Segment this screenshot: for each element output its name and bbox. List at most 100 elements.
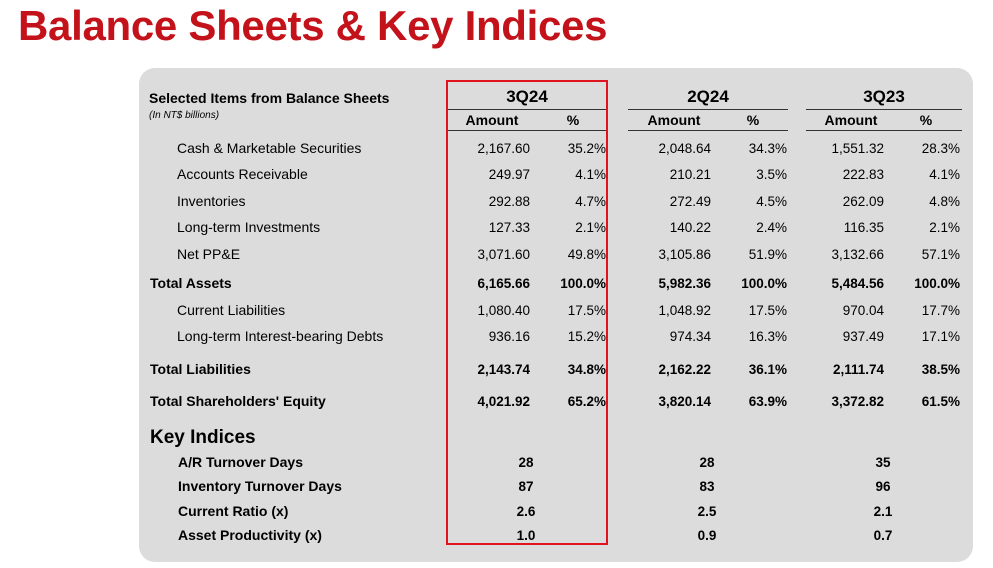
cell-amount-3q24: 936.16 bbox=[488, 329, 530, 344]
cell-amount-3q24: 1,080.40 bbox=[477, 303, 530, 318]
cell-amount-2q24: 2,048.64 bbox=[658, 141, 711, 156]
col-amount-2q24: Amount bbox=[647, 112, 701, 128]
key-index-value-2q24: 28 bbox=[699, 455, 715, 470]
cell-pct-3q23: 57.1% bbox=[921, 247, 960, 262]
period-underline-3q24 bbox=[448, 109, 606, 110]
cell-amount-3q23: 3,132.66 bbox=[831, 247, 884, 262]
period-underline-3q23 bbox=[806, 109, 962, 110]
cell-amount-3q23: 222.83 bbox=[842, 167, 884, 182]
cell-pct-2q24: 2.4% bbox=[756, 220, 787, 235]
cell-pct-3q24: 35.2% bbox=[567, 141, 606, 156]
row-label: Accounts Receivable bbox=[177, 166, 308, 182]
cell-amount-2q24: 3,820.14 bbox=[658, 394, 711, 409]
cell-amount-2q24: 210.21 bbox=[669, 167, 711, 182]
cell-amount-3q23: 3,372.82 bbox=[831, 394, 884, 409]
row-label: Long-term Investments bbox=[177, 219, 321, 235]
cell-amount-2q24: 3,105.86 bbox=[658, 247, 711, 262]
key-index-value-3q24: 87 bbox=[518, 479, 534, 494]
cell-pct-2q24: 3.5% bbox=[756, 167, 787, 182]
key-index-label: Asset Productivity (x) bbox=[178, 527, 322, 543]
cell-amount-3q24: 2,143.74 bbox=[477, 362, 530, 377]
period-header-3q24: 3Q24 bbox=[506, 87, 548, 106]
balance-sheet-panel bbox=[139, 68, 973, 562]
cell-pct-2q24: 34.3% bbox=[748, 141, 787, 156]
cell-amount-3q23: 116.35 bbox=[843, 220, 884, 235]
key-index-value-2q24: 0.9 bbox=[697, 528, 717, 543]
col-amount-3q23: Amount bbox=[824, 112, 878, 128]
row-label: Cash & Marketable Securities bbox=[177, 140, 362, 156]
row-label: Total Assets bbox=[150, 275, 232, 291]
row-label: Inventories bbox=[177, 193, 246, 209]
cell-amount-3q24: 127.33 bbox=[488, 220, 530, 235]
cell-pct-3q23: 100.0% bbox=[914, 276, 960, 291]
key-index-value-3q24: 2.6 bbox=[516, 504, 536, 519]
cell-amount-3q23: 2,111.74 bbox=[832, 362, 884, 377]
page-title: Balance Sheets & Key Indices bbox=[18, 2, 608, 49]
cell-pct-2q24: 36.1% bbox=[748, 362, 787, 377]
col-pct-3q24: % bbox=[566, 112, 580, 128]
period-header-2q24: 2Q24 bbox=[687, 87, 729, 106]
key-indices-title: Key Indices bbox=[150, 427, 256, 448]
table-header-label: Selected Items from Balance Sheets bbox=[149, 90, 390, 106]
cell-pct-2q24: 16.3% bbox=[748, 329, 787, 344]
cell-pct-3q23: 17.1% bbox=[921, 329, 960, 344]
cell-pct-3q23: 38.5% bbox=[921, 362, 960, 377]
cell-amount-3q24: 249.97 bbox=[488, 167, 530, 182]
key-index-value-2q24: 83 bbox=[699, 479, 715, 494]
cell-pct-3q24: 100.0% bbox=[560, 276, 606, 291]
cell-pct-2q24: 63.9% bbox=[748, 394, 787, 409]
cell-amount-3q23: 1,551.32 bbox=[831, 141, 884, 156]
cell-pct-3q23: 28.3% bbox=[921, 141, 960, 156]
col-pct-3q23: % bbox=[919, 112, 933, 128]
period-underline-2q24 bbox=[628, 109, 788, 110]
cell-amount-2q24: 272.49 bbox=[669, 194, 711, 209]
cell-pct-3q23: 4.1% bbox=[929, 167, 960, 182]
cell-amount-3q24: 4,021.92 bbox=[477, 394, 530, 409]
colhdr-underline-3q24 bbox=[448, 130, 606, 131]
units-note: (In NT$ billions) bbox=[149, 110, 220, 121]
cell-pct-3q23: 61.5% bbox=[921, 394, 960, 409]
cell-amount-3q24: 3,071.60 bbox=[477, 247, 530, 262]
row-label: Long-term Interest-bearing Debts bbox=[177, 328, 384, 344]
cell-amount-2q24: 140.22 bbox=[669, 220, 711, 235]
key-index-value-3q23: 0.7 bbox=[873, 528, 893, 543]
cell-amount-2q24: 1,048.92 bbox=[658, 303, 711, 318]
key-index-value-3q24: 28 bbox=[518, 455, 534, 470]
cell-amount-3q23: 937.49 bbox=[842, 329, 884, 344]
cell-amount-3q24: 2,167.60 bbox=[477, 141, 530, 156]
row-label: Current Liabilities bbox=[177, 302, 286, 318]
cell-amount-3q24: 292.88 bbox=[488, 194, 530, 209]
colhdr-underline-3q23 bbox=[806, 130, 962, 131]
cell-pct-3q24: 4.7% bbox=[575, 194, 606, 209]
current-quarter-highlight bbox=[446, 80, 608, 545]
key-index-value-3q24: 1.0 bbox=[516, 528, 536, 543]
key-index-value-2q24: 2.5 bbox=[697, 504, 717, 519]
cell-pct-3q24: 34.8% bbox=[567, 362, 606, 377]
cell-pct-3q24: 2.1% bbox=[575, 220, 606, 235]
cell-pct-3q24: 49.8% bbox=[567, 247, 606, 262]
cell-pct-2q24: 100.0% bbox=[741, 276, 787, 291]
col-pct-2q24: % bbox=[746, 112, 760, 128]
cell-amount-3q23: 970.04 bbox=[842, 303, 884, 318]
cell-pct-3q23: 2.1% bbox=[929, 220, 960, 235]
cell-amount-2q24: 974.34 bbox=[669, 329, 711, 344]
row-label: Net PP&E bbox=[177, 246, 241, 262]
period-header-3q23: 3Q23 bbox=[863, 87, 905, 106]
key-index-value-3q23: 2.1 bbox=[873, 504, 893, 519]
cell-pct-2q24: 4.5% bbox=[756, 194, 787, 209]
cell-pct-3q24: 17.5% bbox=[567, 303, 606, 318]
cell-pct-3q23: 17.7% bbox=[921, 303, 960, 318]
key-index-value-3q23: 35 bbox=[875, 455, 891, 470]
cell-pct-2q24: 51.9% bbox=[748, 247, 787, 262]
key-index-label: Inventory Turnover Days bbox=[178, 478, 342, 494]
key-index-label: Current Ratio (x) bbox=[178, 503, 289, 519]
cell-pct-3q24: 15.2% bbox=[567, 329, 606, 344]
cell-pct-3q23: 4.8% bbox=[929, 194, 960, 209]
cell-amount-3q23: 262.09 bbox=[842, 194, 884, 209]
cell-pct-2q24: 17.5% bbox=[748, 303, 787, 318]
cell-amount-2q24: 2,162.22 bbox=[658, 362, 711, 377]
row-label: Total Shareholders' Equity bbox=[150, 393, 326, 409]
col-amount-3q24: Amount bbox=[465, 112, 519, 128]
cell-pct-3q24: 65.2% bbox=[567, 394, 606, 409]
cell-amount-3q24: 6,165.66 bbox=[477, 276, 530, 291]
